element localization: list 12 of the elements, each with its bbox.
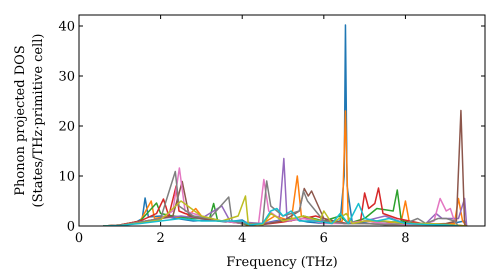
- y-tick-label: 40: [58, 20, 75, 35]
- y-axis-title: Phonon projected DOS (States/THz·primitive cell): [13, 33, 46, 208]
- x-tick-label: 8: [401, 231, 410, 246]
- y-tick-label: 0: [66, 220, 75, 235]
- x-tick-label: 4: [238, 231, 246, 246]
- y-tick-label: 10: [58, 170, 75, 185]
- x-axis-title: Frequency (THz): [226, 255, 338, 270]
- x-tick-label: 2: [156, 231, 165, 246]
- x-tick-label: 6: [320, 231, 328, 246]
- line-series: [102, 202, 460, 226]
- y-tick-label: 20: [58, 120, 75, 135]
- y-tick-label: 30: [58, 70, 75, 85]
